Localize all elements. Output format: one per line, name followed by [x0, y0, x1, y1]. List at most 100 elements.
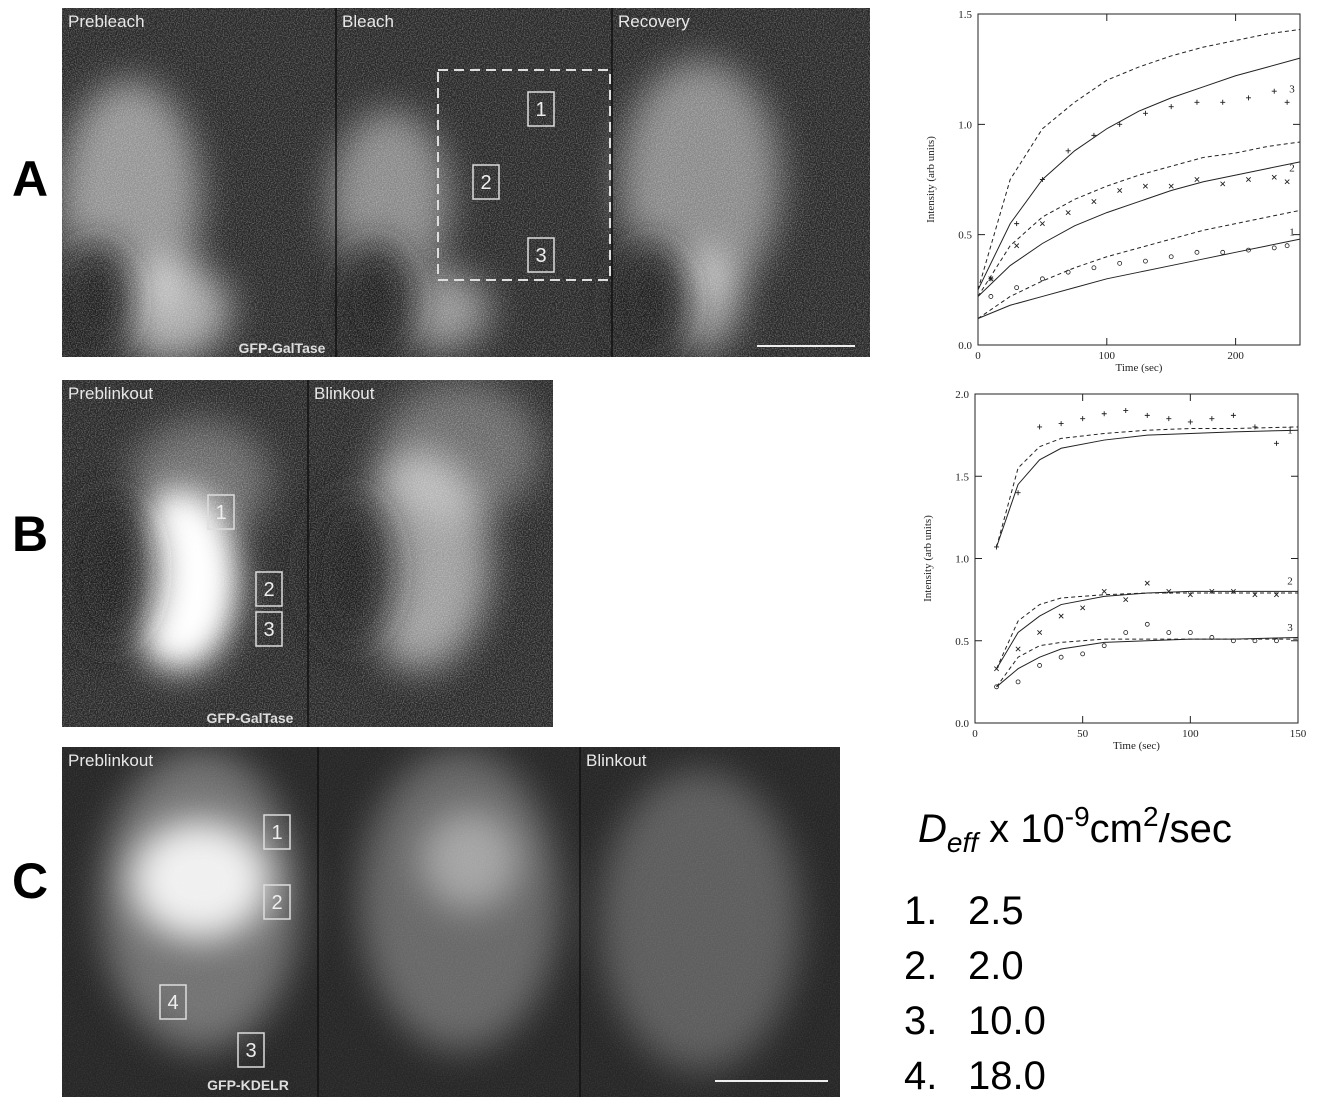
- x-tick-label: 150: [1290, 728, 1307, 740]
- roi-label: 1: [215, 502, 226, 524]
- point-cross: [1059, 614, 1063, 618]
- stain-label: GFP-GalTase: [207, 710, 294, 726]
- point-plus: [1143, 111, 1148, 116]
- point-plus: [1231, 413, 1236, 418]
- point-cross: [1145, 581, 1149, 585]
- x-tick-label: 100: [1099, 350, 1116, 362]
- frame-label: Blinkout: [314, 384, 375, 403]
- roi-label: 1: [271, 822, 282, 844]
- point-plus: [1123, 408, 1128, 413]
- point-cross: [1080, 606, 1084, 610]
- micrograph: [55, 8, 870, 360]
- panel-letter: C: [12, 853, 48, 909]
- fit-curve: [978, 210, 1300, 318]
- point-circle: [1195, 250, 1199, 254]
- deff-value: 2.0: [968, 944, 1024, 988]
- deff-subscript: eff: [947, 827, 981, 858]
- deff-multiplier: x 10: [978, 807, 1065, 851]
- point-cross: [1016, 647, 1020, 651]
- roi-label: 1: [535, 99, 546, 121]
- point-cross: [1040, 221, 1044, 225]
- frame-label: Bleach: [342, 12, 394, 31]
- y-tick-label: 1.0: [955, 554, 969, 566]
- y-tick-label: 0.5: [958, 230, 972, 242]
- point-cross: [1246, 177, 1250, 181]
- noise: [62, 8, 870, 357]
- point-circle: [1102, 644, 1106, 648]
- series: [988, 89, 1289, 282]
- micrograph: [62, 747, 840, 1097]
- point-plus: [1285, 100, 1290, 105]
- y-tick-label: 2.0: [955, 389, 969, 401]
- point-plus: [1194, 100, 1199, 105]
- series: [994, 408, 1279, 550]
- deff-index: 3.: [904, 999, 937, 1043]
- stain-label: GFP-GalTase: [239, 340, 326, 356]
- point-cross: [1272, 175, 1276, 179]
- series-label: 3: [1289, 83, 1295, 95]
- point-plus: [994, 544, 999, 549]
- frame-label: Blinkout: [586, 751, 647, 770]
- deff-unit-tail: /sec: [1159, 807, 1232, 851]
- fit-curve: [978, 162, 1300, 297]
- frame-label: Preblinkout: [68, 751, 153, 770]
- roi-label: 2: [271, 892, 282, 914]
- point-circle: [1016, 680, 1020, 684]
- point-circle: [1124, 631, 1128, 635]
- point-plus: [1066, 148, 1071, 153]
- point-circle: [1167, 631, 1171, 635]
- point-circle: [1143, 259, 1147, 263]
- deff-symbol: D: [918, 807, 947, 851]
- point-cross: [1037, 630, 1041, 634]
- deff-index: 2.: [904, 944, 937, 988]
- point-circle: [1038, 663, 1042, 667]
- y-tick-label: 1.5: [955, 471, 969, 483]
- point-plus: [1059, 421, 1064, 426]
- stain-label: GFP-KDELR: [207, 1077, 289, 1093]
- point-cross: [994, 667, 998, 671]
- deff-unit-exponent: 2: [1143, 801, 1159, 832]
- point-plus: [1246, 95, 1251, 100]
- point-plus: [1102, 411, 1107, 416]
- roi-label: 2: [480, 172, 491, 194]
- point-cross: [1102, 589, 1106, 593]
- frame-label: Recovery: [618, 12, 690, 31]
- frame-label: Prebleach: [68, 12, 145, 31]
- fit-curve: [997, 427, 1298, 547]
- point-circle: [1092, 266, 1096, 270]
- point-plus: [1252, 424, 1257, 429]
- point-circle: [1274, 639, 1278, 643]
- series-label: 1: [1287, 424, 1293, 436]
- deff-value: 18.0: [968, 1054, 1046, 1098]
- point-cross: [1143, 184, 1147, 188]
- point-plus: [1188, 419, 1193, 424]
- y-tick-label: 0.0: [955, 718, 969, 730]
- plot-frame: [978, 14, 1300, 345]
- point-plus: [1014, 221, 1019, 226]
- deff-unit: cm: [1090, 807, 1143, 851]
- point-plus: [1145, 413, 1150, 418]
- point-circle: [1066, 270, 1070, 274]
- roi-label: 2: [263, 579, 274, 601]
- fit-curve: [978, 29, 1300, 289]
- point-cross: [1169, 184, 1173, 188]
- y-tick-label: 0.0: [958, 340, 972, 352]
- x-axis-label: Time (sec): [1116, 362, 1163, 374]
- x-tick-label: 50: [1077, 728, 1089, 740]
- series-label: 2: [1289, 163, 1295, 175]
- plot-frame: [975, 394, 1298, 723]
- fit-curve: [997, 639, 1298, 687]
- point-circle: [1285, 244, 1289, 248]
- x-tick-label: 0: [975, 350, 981, 362]
- point-circle: [1188, 631, 1192, 635]
- point-plus: [1220, 100, 1225, 105]
- series-label: 2: [1287, 576, 1293, 588]
- figure: PrebleachBleachRecoveryAGFP-GalTase123Pr…: [0, 0, 1338, 1099]
- x-axis-label: Time (sec): [1113, 740, 1160, 752]
- deff-value: 2.5: [968, 889, 1024, 933]
- point-plus: [1209, 416, 1214, 421]
- point-cross: [1014, 244, 1018, 248]
- y-tick-label: 1.0: [958, 119, 972, 131]
- point-cross: [1117, 188, 1121, 192]
- noise: [62, 747, 840, 1097]
